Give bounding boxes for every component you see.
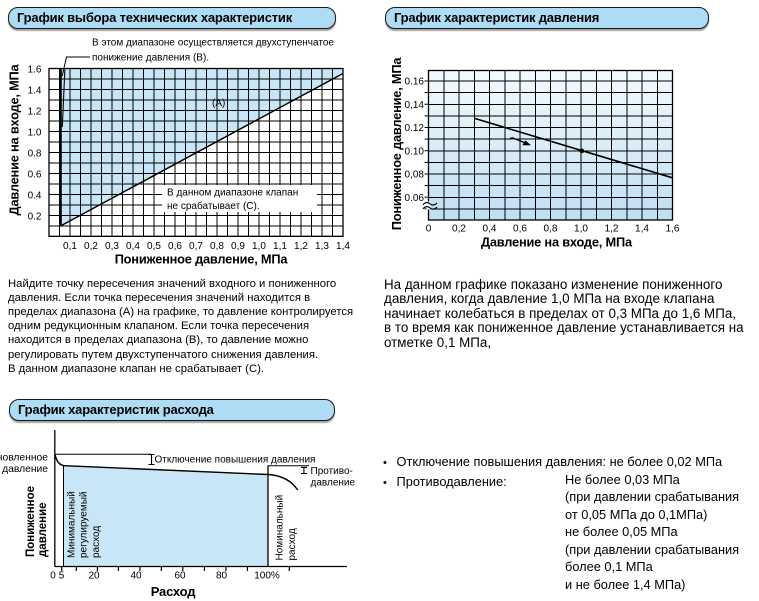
svg-text:0,4: 0,4	[483, 224, 497, 235]
svg-text:0,6: 0,6	[513, 224, 527, 235]
svg-text:0,5: 0,5	[147, 241, 161, 252]
svg-text:регулируемый: регулируемый	[79, 491, 90, 558]
svg-text:не срабатывает (С).: не срабатывает (С).	[167, 200, 260, 212]
svg-text:1,4: 1,4	[336, 241, 350, 252]
svg-text:0,14: 0,14	[405, 100, 425, 111]
svg-text:1,0: 1,0	[252, 241, 266, 252]
svg-text:0,2: 0,2	[452, 224, 466, 235]
svg-text:1,2: 1,2	[294, 241, 308, 252]
svg-text:100%: 100%	[254, 570, 280, 581]
svg-text:1.6: 1.6	[28, 65, 42, 76]
svg-text:давление: давление	[37, 502, 49, 557]
svg-text:5: 5	[59, 570, 65, 581]
svg-text:0.4: 0.4	[28, 191, 42, 202]
svg-text:расход: расход	[91, 526, 102, 558]
svg-text:0,1: 0,1	[63, 241, 77, 252]
svg-text:0,3: 0,3	[105, 241, 119, 252]
svg-text:Минимальный: Минимальный	[67, 491, 78, 558]
svg-text:1,2: 1,2	[605, 224, 619, 235]
svg-text:40: 40	[130, 570, 142, 581]
svg-text:Противо-: Противо-	[311, 466, 353, 477]
svg-text:Давление на входе, МПа: Давление на входе, МПа	[481, 235, 633, 250]
svg-text:расход: расход	[287, 528, 298, 560]
svg-text:0.6: 0.6	[28, 170, 42, 181]
svg-text:0.10: 0.10	[405, 146, 425, 157]
svg-text:(А): (А)	[212, 98, 225, 109]
svg-text:0: 0	[50, 570, 56, 581]
svg-text:1.2: 1.2	[28, 107, 42, 118]
svg-text:0,8: 0,8	[544, 224, 558, 235]
svg-text:0,2: 0,2	[84, 241, 98, 252]
svg-text:0,7: 0,7	[189, 241, 203, 252]
svg-text:0,9: 0,9	[231, 241, 245, 252]
svg-text:0.16: 0.16	[405, 77, 425, 88]
svg-text:60: 60	[174, 570, 186, 581]
svg-text:1,4: 1,4	[635, 224, 649, 235]
svg-text:20: 20	[88, 570, 100, 581]
svg-text:Пониженное давление, МПа: Пониженное давление, МПа	[115, 252, 289, 267]
svg-text:0.06: 0.06	[405, 193, 425, 204]
svg-text:Пониженное давление, МПа: Пониженное давление, МПа	[389, 57, 404, 231]
svg-text:1,3: 1,3	[315, 241, 329, 252]
svg-text:0.12: 0.12	[405, 123, 425, 134]
svg-text:понижение давления (В).: понижение давления (В).	[92, 53, 209, 64]
svg-text:1,1: 1,1	[273, 241, 287, 252]
svg-text:давление: давление	[2, 464, 48, 475]
svg-text:0,6: 0,6	[168, 241, 182, 252]
svg-text:1,0: 1,0	[574, 224, 588, 235]
svg-text:0.8: 0.8	[28, 149, 42, 160]
svg-text:Пониженное: Пониженное	[25, 486, 37, 557]
svg-text:Номинальный: Номинальный	[275, 495, 286, 561]
svg-text:В данном диапазоне клапан: В данном диапазоне клапан	[167, 188, 298, 199]
svg-text:1.0: 1.0	[28, 128, 42, 139]
svg-text:В этом диапазоне осуществляетс: В этом диапазоне осуществляется двухступ…	[92, 38, 334, 49]
svg-text:0,8: 0,8	[210, 241, 224, 252]
svg-text:Давление на входе, МПа: Давление на входе, МПа	[7, 63, 22, 215]
svg-text:0: 0	[426, 224, 432, 235]
svg-text:1,6: 1,6	[666, 224, 680, 235]
svg-text:давление: давление	[311, 478, 356, 489]
svg-text:Расход: Расход	[151, 584, 196, 599]
svg-text:80: 80	[216, 570, 228, 581]
svg-text:0,4: 0,4	[126, 241, 140, 252]
svg-text:1.4: 1.4	[28, 86, 42, 97]
svg-text:0,08: 0,08	[405, 170, 425, 181]
svg-text:Отключение повышения давления: Отключение повышения давления	[155, 455, 316, 466]
svg-text:0.2: 0.2	[28, 212, 42, 223]
svg-text:Установленное: Установленное	[0, 453, 48, 464]
